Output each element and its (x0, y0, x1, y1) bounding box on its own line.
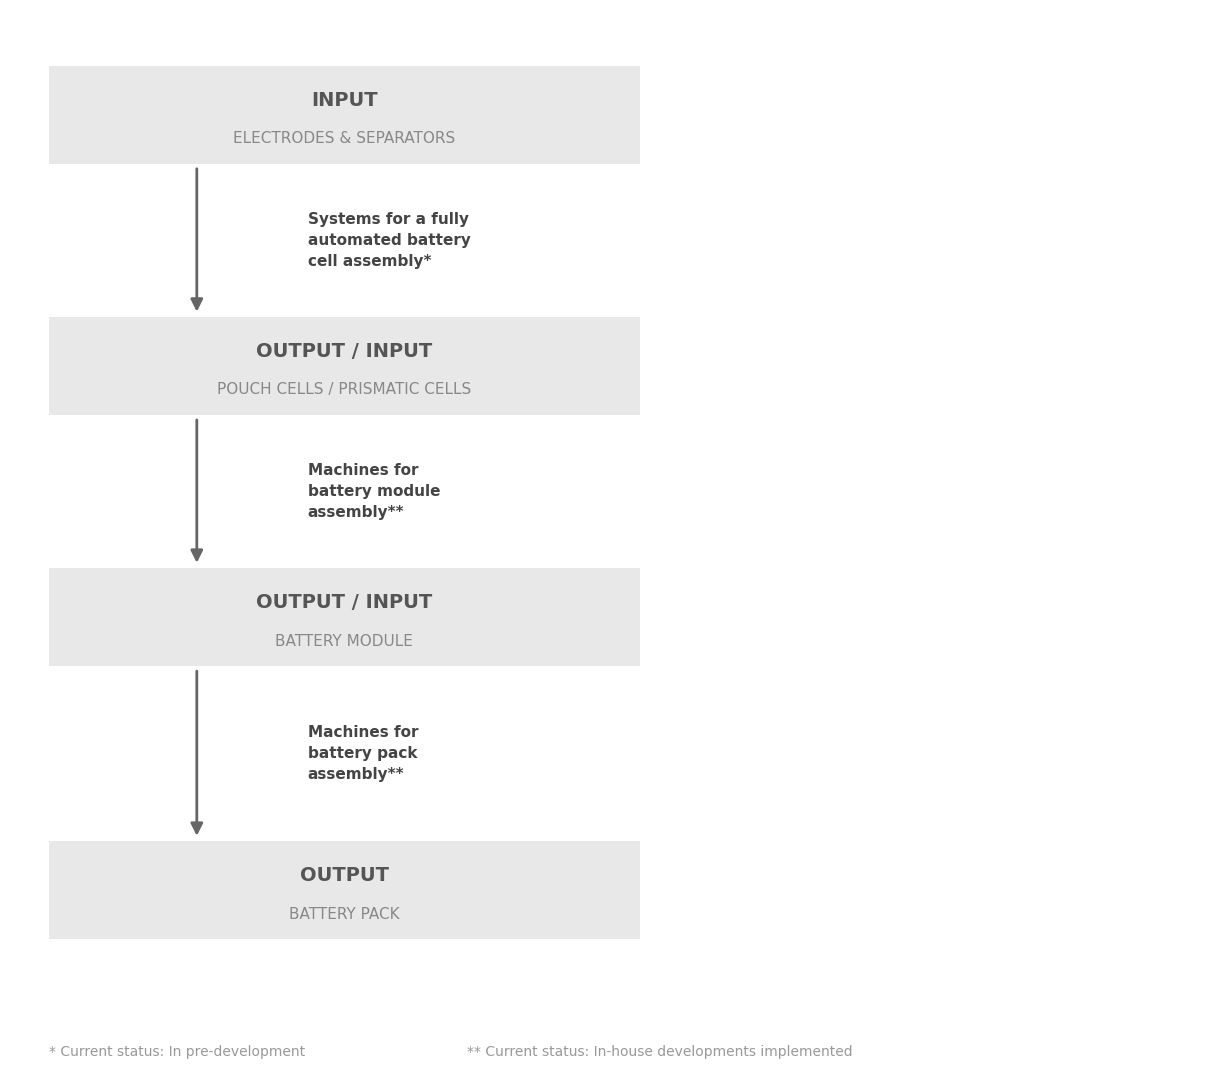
Text: OUTPUT / INPUT: OUTPUT / INPUT (256, 342, 433, 361)
Text: Machines for
battery module
assembly**: Machines for battery module assembly** (308, 463, 440, 520)
Text: OUTPUT: OUTPUT (300, 866, 389, 886)
Text: BATTERY MODULE: BATTERY MODULE (276, 633, 413, 649)
FancyBboxPatch shape (49, 66, 640, 164)
Text: INPUT: INPUT (311, 91, 378, 110)
Text: Systems for a fully
automated battery
cell assembly*: Systems for a fully automated battery ce… (308, 212, 470, 269)
Text: BATTERY PACK: BATTERY PACK (289, 906, 400, 922)
Text: ** Current status: In-house developments implemented: ** Current status: In-house developments… (467, 1045, 854, 1059)
Text: Machines for
battery pack
assembly**: Machines for battery pack assembly** (308, 725, 418, 782)
Text: * Current status: In pre-development: * Current status: In pre-development (49, 1045, 305, 1059)
Text: OUTPUT / INPUT: OUTPUT / INPUT (256, 593, 433, 613)
Text: POUCH CELLS / PRISMATIC CELLS: POUCH CELLS / PRISMATIC CELLS (218, 382, 471, 397)
FancyBboxPatch shape (49, 568, 640, 666)
FancyBboxPatch shape (49, 317, 640, 415)
FancyBboxPatch shape (49, 841, 640, 939)
Text: ELECTRODES & SEPARATORS: ELECTRODES & SEPARATORS (234, 131, 455, 146)
